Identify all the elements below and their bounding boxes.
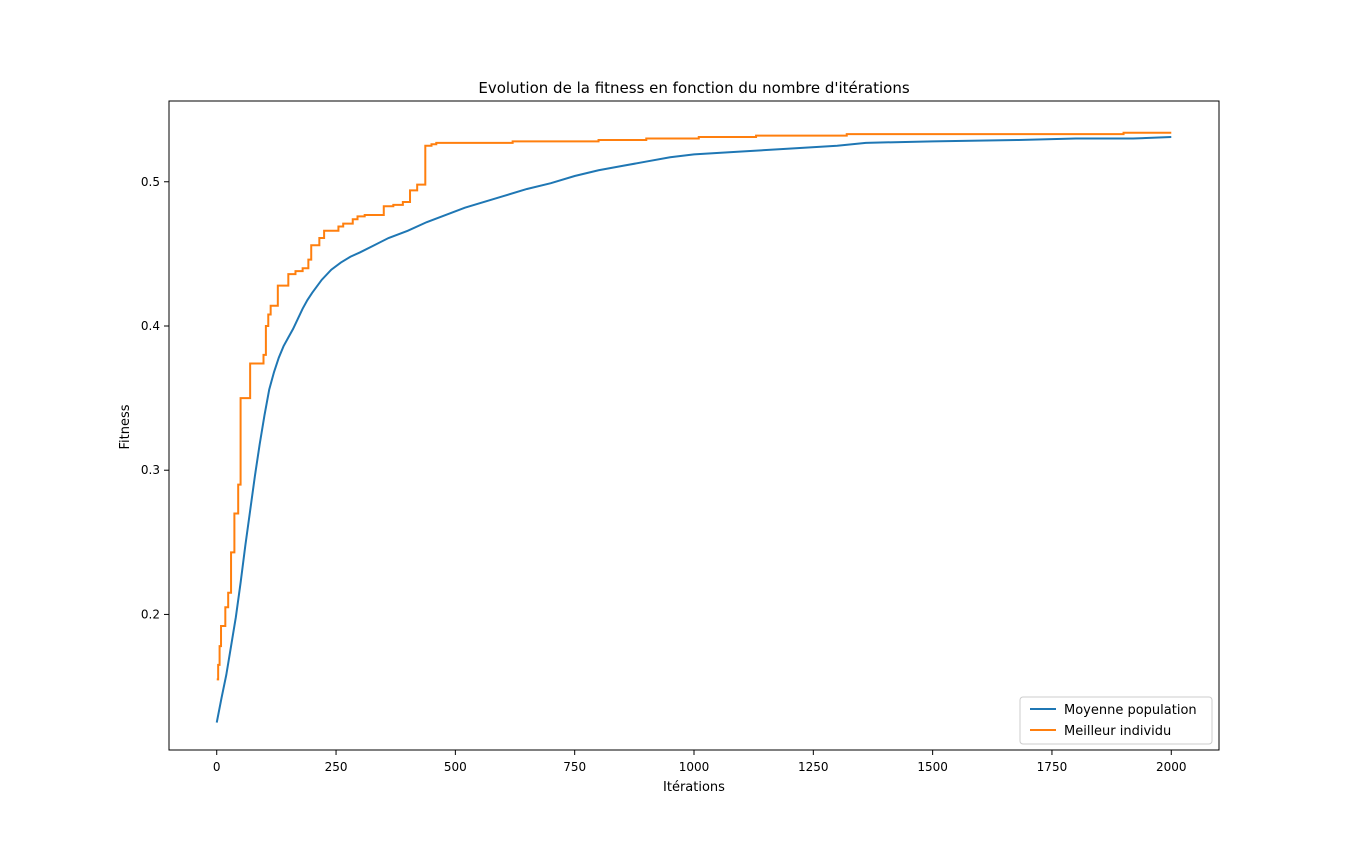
y-tick-label: 0.4	[141, 319, 160, 333]
series-line-meilleur-individu	[216, 131, 1172, 681]
y-tick-label: 0.2	[141, 607, 160, 621]
x-tick-label: 2000	[1156, 760, 1187, 774]
legend-box	[1019, 696, 1213, 745]
x-tick-label: 750	[563, 760, 586, 774]
y-axis-label: Fitness	[118, 404, 133, 449]
x-tick-label: 1500	[917, 760, 948, 774]
series-line-moyenne-population	[215, 136, 1172, 723]
y-tick-label: 0.5	[141, 175, 160, 189]
x-tick-label: 1250	[798, 760, 829, 774]
y-tick-label: 0.3	[141, 463, 160, 477]
x-tick-label: 1000	[679, 760, 710, 774]
chart-title: Evolution de la fitness en fonction du n…	[478, 79, 909, 97]
legend: Moyenne population Meilleur individu	[1019, 696, 1213, 745]
legend-label-meilleur-individu: Meilleur individu	[1064, 724, 1171, 739]
x-tick-label: 250	[325, 760, 348, 774]
plot-area: 0 250 500 750 1000 1250 1500 1750 2000 0.2 0.3 0.4…	[141, 100, 1220, 774]
x-axis-ticks: 0 250 500 750 1000 1250 1500 1750 2000	[213, 750, 1187, 774]
series-layer	[215, 131, 1172, 723]
x-tick-label: 1750	[1037, 760, 1068, 774]
x-tick-label: 0	[213, 760, 221, 774]
y-axis-ticks: 0.2 0.3 0.4 0.5	[141, 175, 169, 621]
legend-label-moyenne-population: Moyenne population	[1064, 703, 1197, 718]
x-tick-label: 500	[444, 760, 467, 774]
x-axis-label: Itérations	[663, 780, 725, 795]
